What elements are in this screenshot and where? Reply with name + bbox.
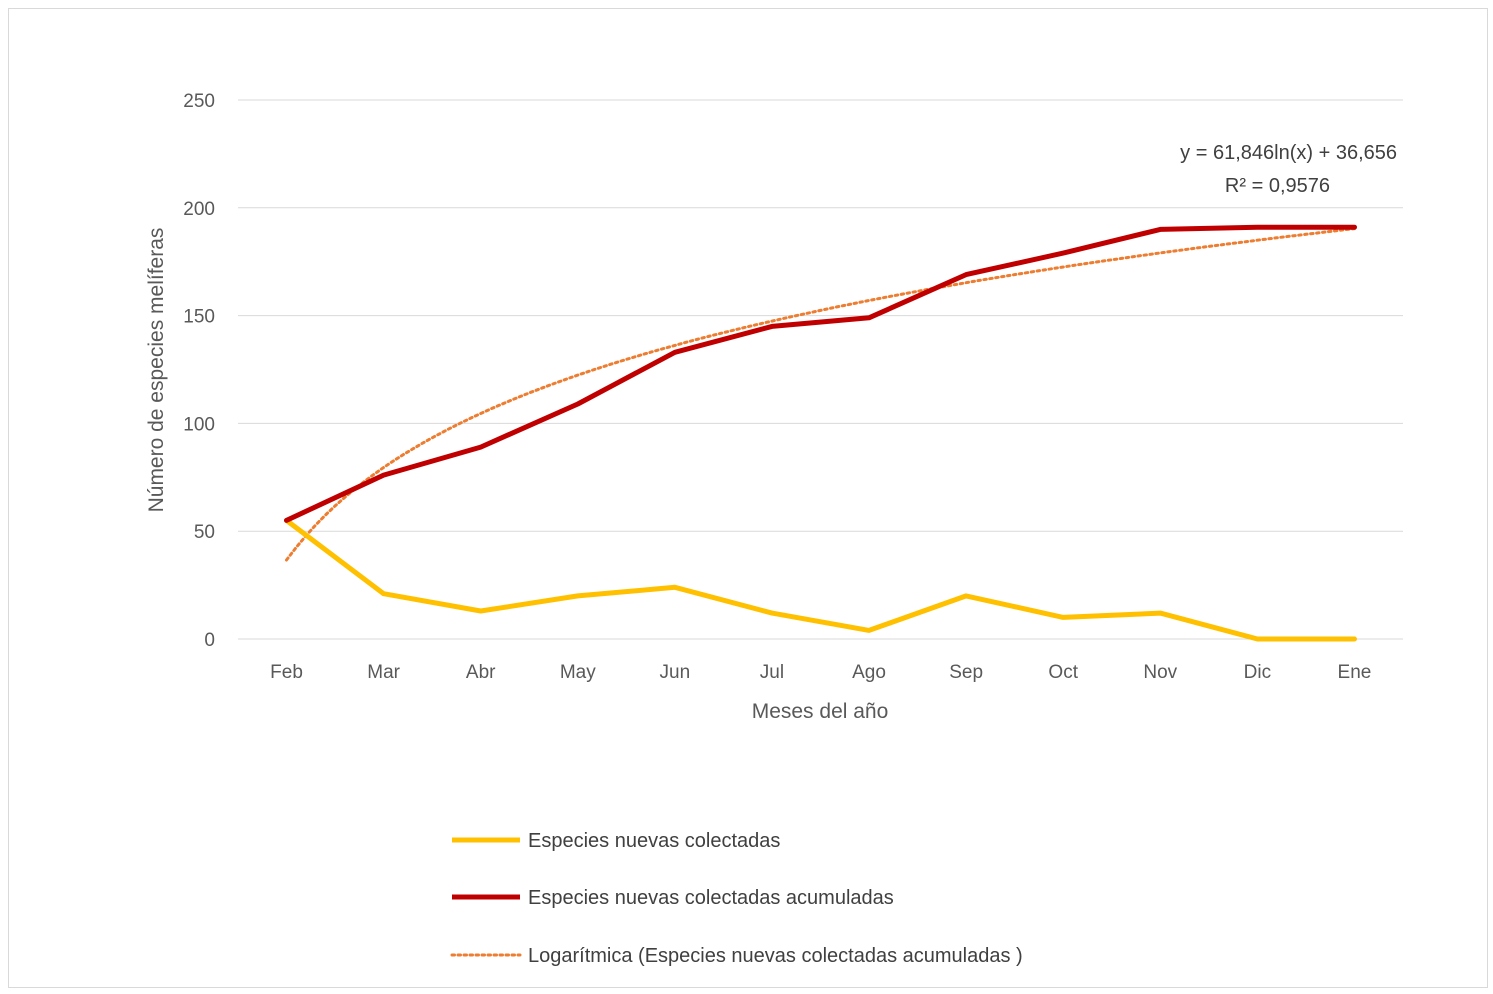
series-line-especies-acumuladas [284,224,1357,523]
legend-label-logaritmica: Logarítmica (Especies nuevas colectadas … [528,945,1023,967]
y-tick-label: 150 [183,307,215,328]
y-axis-title: Número de especies melíferas [145,228,168,513]
trendline-equation: y = 61,846ln(x) + 36,656 [1180,142,1397,164]
chart-frame [8,8,1488,988]
x-tick-label: Jun [660,662,691,683]
x-tick-label: Jul [760,662,784,683]
trendline-logaritmica [285,227,1356,562]
legend-label-especies-nuevas: Especies nuevas colectadas [528,830,780,852]
x-axis-ticks: Feb Mar Abr May Jun Jul Ago Sep Oct Nov Dic Ene [270,662,1371,683]
x-tick-label: Nov [1143,662,1177,683]
x-tick-label: Mar [367,662,400,683]
y-tick-label: 200 [183,199,215,220]
x-tick-label: Dic [1244,662,1271,683]
gridlines [238,99,1403,640]
y-axis-ticks: 0 50 100 150 200 250 [183,91,215,651]
series-lines [284,224,1357,642]
x-tick-label: Feb [270,662,303,683]
x-axis-title: Meses del año [752,700,889,723]
y-tick-label: 50 [194,522,215,543]
x-tick-label: Sep [949,662,983,683]
x-tick-label: Ago [852,662,886,683]
x-tick-label: Oct [1048,662,1078,683]
x-tick-label: Ene [1338,662,1372,683]
y-tick-label: 0 [204,630,215,651]
y-tick-label: 250 [183,91,215,112]
y-tick-label: 100 [183,414,215,435]
x-tick-label: Abr [466,662,496,683]
legend: Especies nuevas colectadas Especies nuev… [450,830,1023,967]
series-line-especies-nuevas [284,517,1357,642]
legend-label-especies-acumuladas: Especies nuevas colectadas acumuladas [528,887,894,909]
x-tick-label: May [560,662,596,683]
trendline-r-squared: R² = 0,9576 [1225,175,1330,197]
